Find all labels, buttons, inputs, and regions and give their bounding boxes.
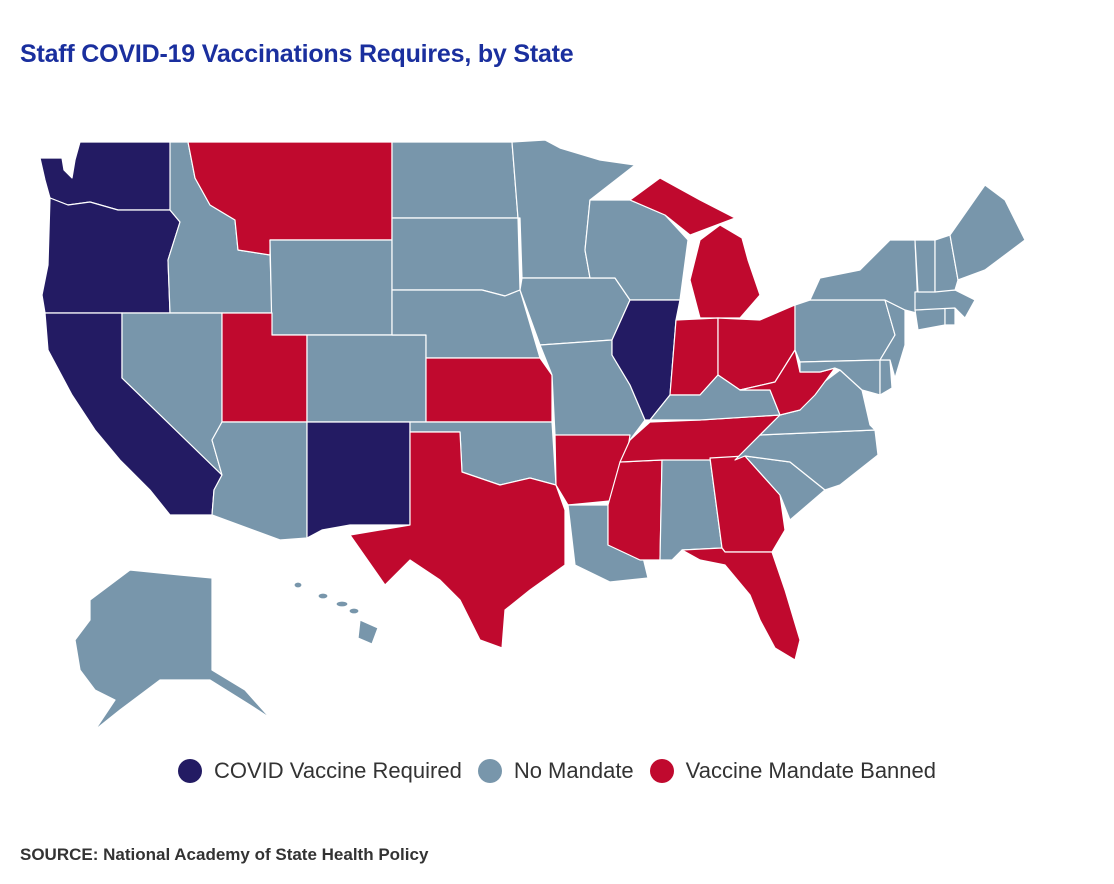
- legend-swatch-no-mandate: [477, 759, 502, 783]
- page-title: Staff COVID-19 Vaccinations Requires, by…: [20, 40, 574, 68]
- us-map: [39, 139, 1026, 731]
- legend-swatch-required: [178, 759, 202, 783]
- legend-label-required: COVID Vaccine Required: [214, 758, 462, 783]
- state-IL[interactable]: [611, 299, 681, 421]
- state-NM[interactable]: [306, 421, 411, 539]
- state-WA[interactable]: [39, 141, 173, 211]
- state-MI-lower[interactable]: [689, 224, 761, 319]
- legend-item-required: COVID Vaccine Required: [178, 758, 462, 784]
- state-CT[interactable]: [914, 307, 946, 331]
- map-legend: COVID Vaccine Required No Mandate Vaccin…: [0, 758, 1114, 784]
- state-CO[interactable]: [306, 334, 427, 423]
- state-DE[interactable]: [879, 359, 893, 396]
- state-PA[interactable]: [794, 299, 896, 363]
- state-ND[interactable]: [391, 141, 519, 219]
- state-IA[interactable]: [519, 277, 631, 346]
- legend-label-banned: Vaccine Mandate Banned: [685, 758, 936, 783]
- state-MS[interactable]: [607, 459, 663, 561]
- state-ME[interactable]: [949, 184, 1026, 281]
- state-AR[interactable]: [554, 434, 631, 506]
- state-OR[interactable]: [41, 197, 181, 314]
- legend-swatch-banned: [649, 759, 674, 783]
- state-AZ[interactable]: [211, 421, 308, 541]
- state-SD[interactable]: [391, 217, 521, 297]
- state-MI[interactable]: [629, 177, 736, 236]
- state-HI[interactable]: [293, 581, 379, 645]
- source-note: SOURCE: National Academy of State Health…: [20, 845, 429, 864]
- legend-item-no-mandate: No Mandate: [477, 758, 634, 784]
- state-TX[interactable]: [349, 431, 566, 649]
- state-WY[interactable]: [269, 239, 393, 336]
- state-FL[interactable]: [681, 547, 801, 661]
- legend-label-no-mandate: No Mandate: [513, 758, 634, 783]
- legend-item-banned: Vaccine Mandate Banned: [649, 758, 936, 784]
- state-AK[interactable]: [74, 569, 271, 731]
- state-RI[interactable]: [944, 307, 956, 326]
- state-VT[interactable]: [914, 239, 936, 293]
- state-NJ[interactable]: [879, 299, 906, 379]
- state-KS[interactable]: [425, 357, 553, 423]
